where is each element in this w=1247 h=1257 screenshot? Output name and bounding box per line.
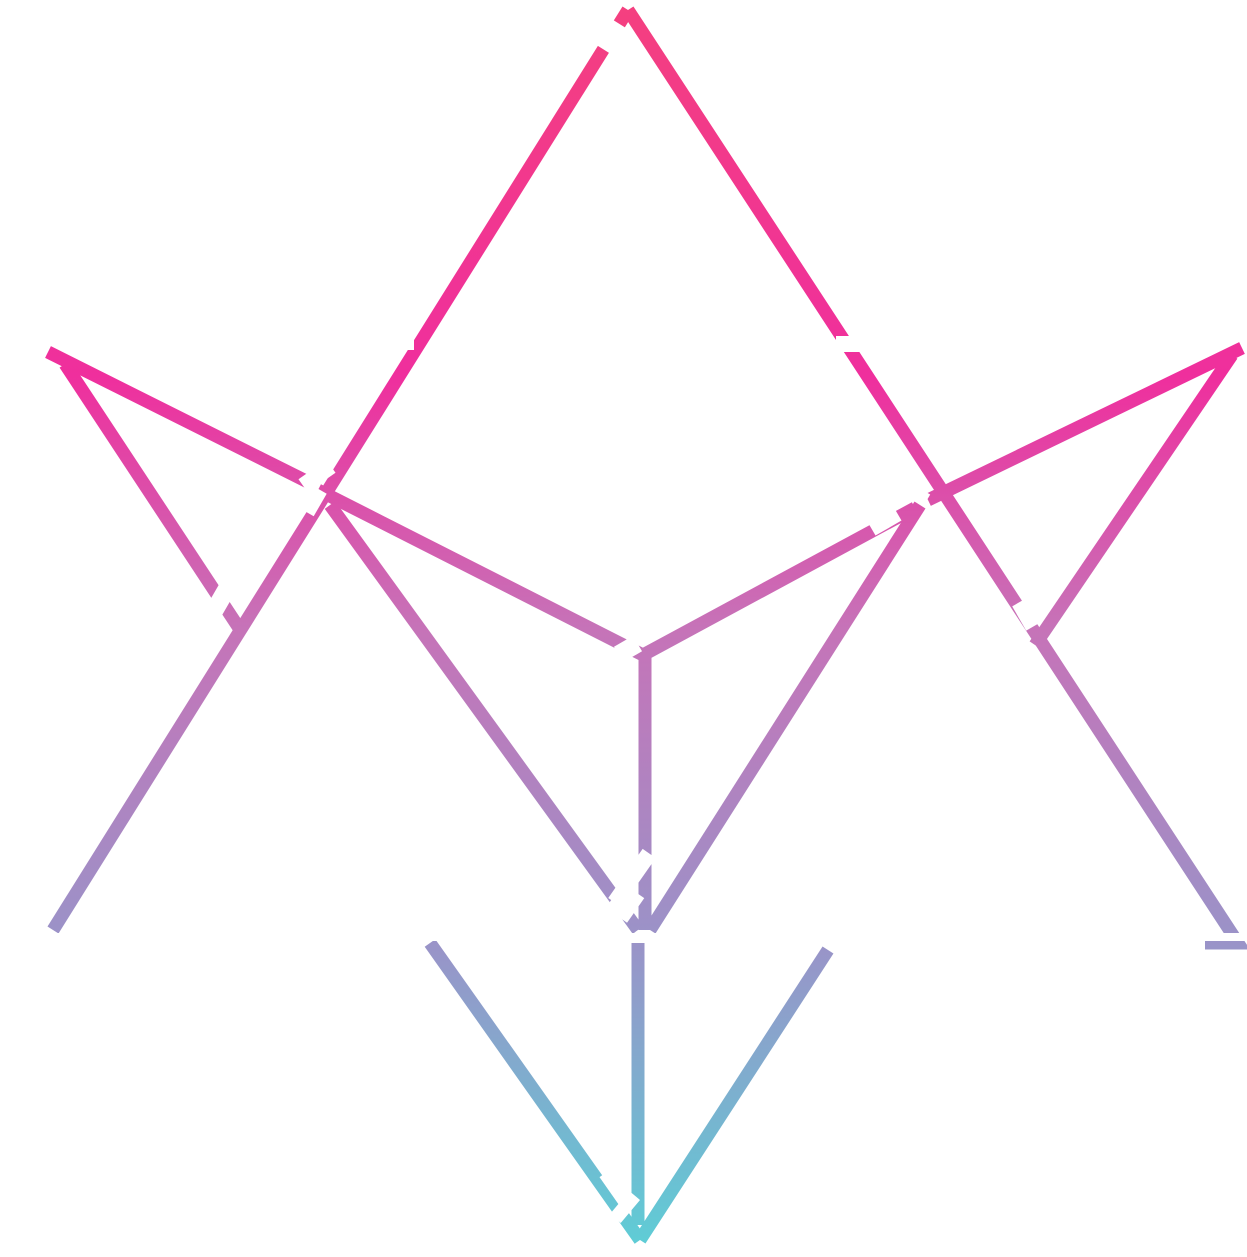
gap-horizontal-band (40, 933, 1247, 941)
inner-lower-right-edge (644, 501, 926, 934)
gap-bottom-tip-2 (609, 1191, 641, 1223)
gap-left-cross-2 (303, 487, 327, 517)
gap-top-apex (597, 20, 627, 54)
gap-right-wing-end (1012, 597, 1042, 631)
bottom-right-edge (634, 946, 834, 1244)
left-wing-lower-edge (59, 360, 245, 632)
bottom-left-edge (424, 939, 646, 1244)
main-triangle-left-edge (47, 6, 634, 934)
gap-right-cross-2 (868, 508, 902, 536)
gap-upper-right (836, 336, 860, 352)
gap-left-wing-end (206, 583, 236, 615)
gap-bottom-tip (599, 1169, 631, 1205)
gap-center-junction (613, 635, 643, 663)
gap-left-cross (298, 459, 336, 493)
gap-right-cross (893, 477, 931, 507)
right-wing-upper-edge (925, 342, 1245, 506)
main-triangle-right-edge (622, 6, 1247, 950)
gap-lower-center-2 (605, 883, 645, 923)
gap-upper-left (392, 336, 414, 350)
left-wing-upper-edge (45, 346, 315, 490)
right-wing-lower-edge (1029, 351, 1238, 649)
inner-upper-left-edge (315, 484, 646, 661)
inner-upper-right-edge (639, 502, 919, 661)
inner-lower-left-edge (324, 501, 644, 934)
